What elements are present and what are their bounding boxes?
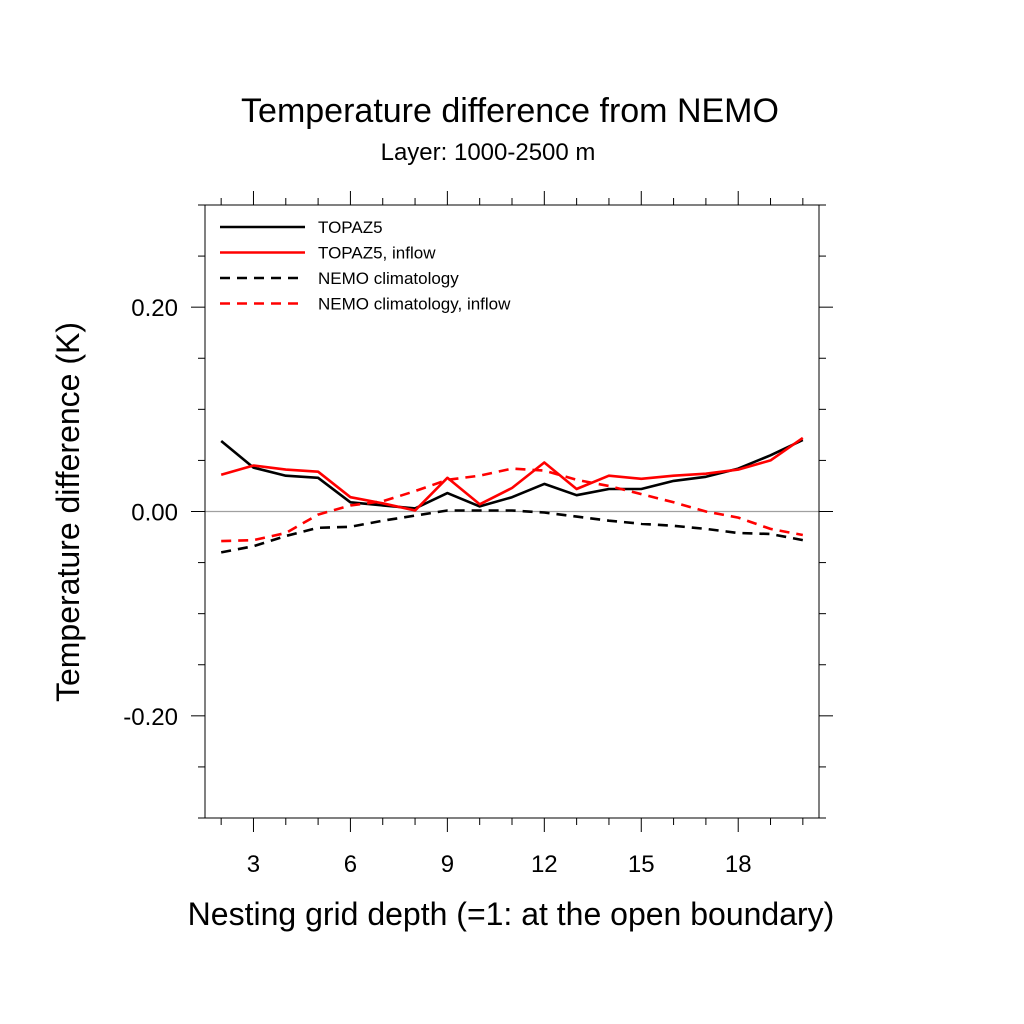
legend-label: NEMO climatology [318,269,459,288]
chart-subtitle: Layer: 1000-2500 m [381,139,596,166]
legend-label: TOPAZ5, inflow [318,244,436,263]
x-tick-label: 12 [531,851,558,878]
plot-area: 3 6 9 12 15 18 -0.20 0.00 0.20 TOPAZ5 TOPAZ5, infl… [123,191,833,878]
x-tick-label: 15 [628,851,655,878]
x-tick-label: 6 [344,851,357,878]
series-line-2 [220,436,804,512]
x-tick-label: 18 [725,851,752,878]
series-line-1 [220,438,804,510]
x-tick-label: 3 [247,851,260,878]
x-tick-label: 9 [441,851,454,878]
chart-title: Temperature difference from NEMO [241,92,779,130]
legend-label: TOPAZ5 [318,218,383,237]
y-tick-label: 0.00 [131,500,178,527]
y-tick-label: 0.20 [131,295,178,322]
series-line-3 [220,509,804,554]
x-axis-label: Nesting grid depth (=1: at the open boun… [188,896,835,932]
y-tick-label: -0.20 [123,704,178,731]
y-axis-label: Temperature difference (K) [50,322,86,702]
series-line-4 [221,467,804,543]
legend-label: NEMO climatology, inflow [318,295,511,314]
